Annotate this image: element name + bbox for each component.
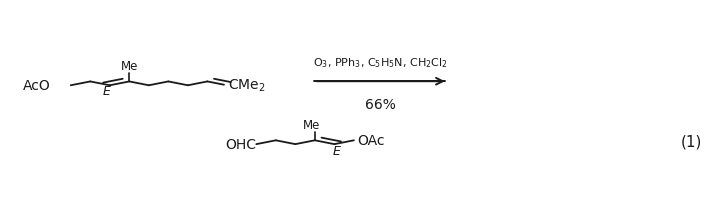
Text: $E$: $E$ [332, 144, 342, 157]
Text: 66%: 66% [365, 98, 396, 112]
Text: O$_3$, PPh$_3$, C$_5$H$_5$N, CH$_2$Cl$_2$: O$_3$, PPh$_3$, C$_5$H$_5$N, CH$_2$Cl$_2… [313, 56, 448, 70]
Text: Me: Me [303, 119, 320, 132]
Text: OAc: OAc [357, 134, 385, 148]
Text: AcO: AcO [23, 79, 51, 93]
Text: (1): (1) [681, 134, 703, 149]
Text: OHC: OHC [225, 138, 256, 151]
Text: CMe$_2$: CMe$_2$ [227, 77, 265, 94]
Text: $E$: $E$ [103, 85, 113, 98]
Text: Me: Me [121, 60, 138, 73]
